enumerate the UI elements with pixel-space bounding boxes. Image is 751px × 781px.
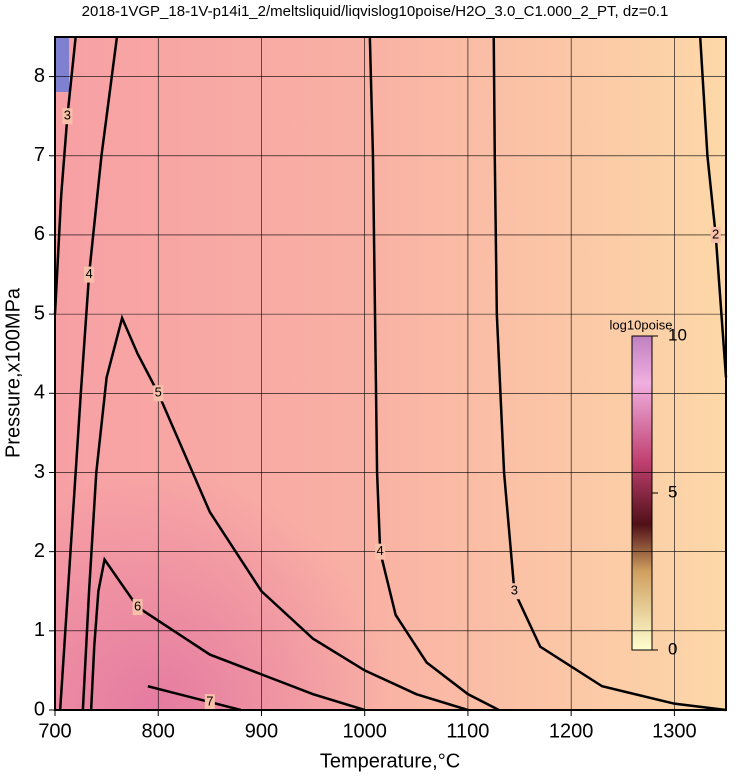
x-tick-label: 700: [38, 720, 71, 742]
corner-patch: [55, 37, 69, 92]
contour-label: 4: [377, 543, 384, 558]
plot-frame: [54, 36, 727, 711]
colorbar-tick-label: 10: [668, 325, 687, 344]
contour-label: 2: [712, 226, 719, 241]
y-tick-label: 3: [34, 461, 45, 483]
y-tick-label: 4: [34, 382, 45, 404]
contour-line: [58, 36, 119, 711]
x-tick-label: 1100: [446, 720, 489, 742]
contour-label-bg: [375, 543, 386, 560]
x-tick-label: 800: [142, 720, 175, 742]
contour-label: 3: [511, 583, 518, 598]
x-tick-label: 1300: [652, 720, 697, 742]
contour-line: [147, 685, 242, 712]
contour-line: [53, 36, 77, 315]
contour-label-bg: [204, 694, 215, 711]
contour-label: 4: [85, 266, 92, 281]
chart-title: 2018-1VGP_18-1V-p14i1_2/meltsliquid/liqv…: [82, 3, 669, 20]
contour-label-bg: [62, 108, 73, 125]
contour-label: 5: [155, 385, 162, 400]
contour-label: 6: [134, 599, 141, 614]
colorbar-tick-label: 0: [668, 639, 677, 658]
y-tick-label: 8: [34, 65, 45, 87]
contour-label-bg: [84, 266, 95, 283]
y-tick-label: 0: [34, 698, 45, 720]
y-tick-label: 1: [34, 619, 45, 641]
y-tick-label: 7: [34, 144, 45, 166]
colorbar: [631, 335, 653, 651]
contour-label-bg: [153, 385, 164, 402]
x-axis-label: Temperature,°C: [320, 750, 460, 772]
y-axis-label: Pressure,x100MPa: [2, 287, 24, 458]
x-tick-label: 900: [245, 720, 278, 742]
contour-label: 3: [64, 108, 71, 123]
colorbar-tick-label: 5: [668, 482, 677, 501]
y-tick-label: 2: [34, 540, 45, 562]
colorbar-label: log10poise: [610, 317, 673, 332]
plot-shade: [55, 37, 726, 710]
x-tick-label: 1000: [342, 720, 387, 742]
contour-label-bg: [132, 599, 143, 616]
contour-label: 7: [206, 694, 213, 709]
contour-line: [698, 36, 728, 378]
y-tick-label: 5: [34, 302, 45, 324]
contour-label-bg: [710, 226, 721, 243]
x-tick-label: 1200: [549, 720, 594, 742]
y-tick-label: 6: [34, 223, 45, 245]
contour-label-bg: [509, 583, 520, 600]
